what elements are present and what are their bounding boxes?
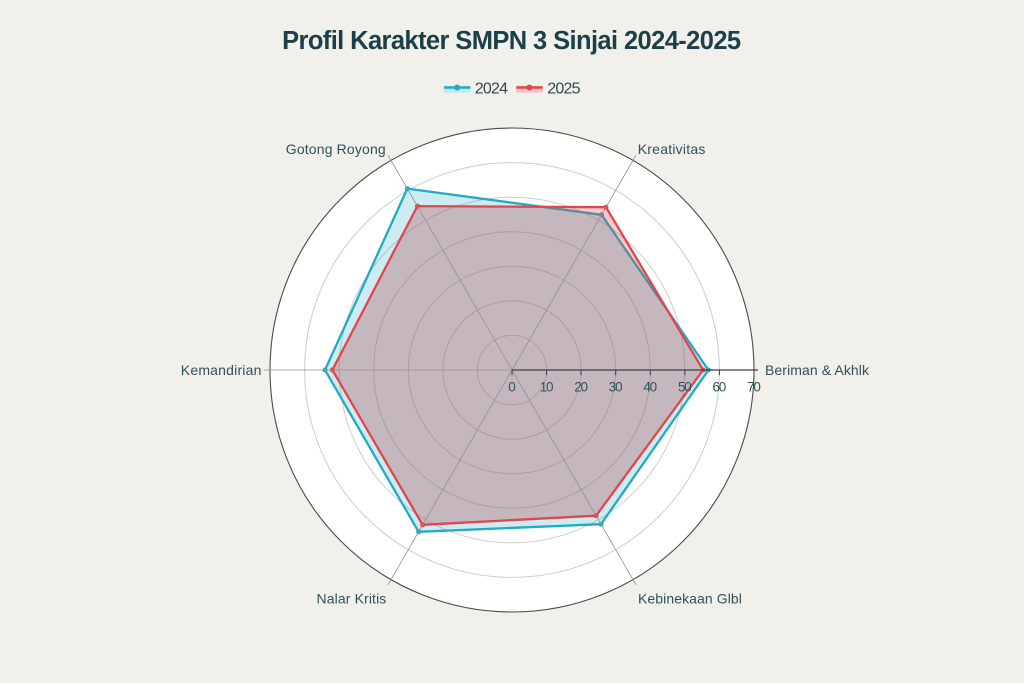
svg-text:20: 20 bbox=[574, 380, 588, 395]
svg-text:Beriman & Akhlk: Beriman & Akhlk bbox=[765, 362, 870, 378]
svg-text:10: 10 bbox=[540, 380, 554, 395]
svg-text:30: 30 bbox=[609, 380, 623, 395]
svg-text:Gotong Royong: Gotong Royong bbox=[286, 141, 386, 157]
svg-text:40: 40 bbox=[643, 380, 657, 395]
svg-text:0: 0 bbox=[508, 380, 516, 395]
svg-text:60: 60 bbox=[713, 380, 727, 395]
svg-text:Profil Karakter SMPN 3 Sinjai: Profil Karakter SMPN 3 Sinjai 2024-2025 bbox=[282, 27, 741, 55]
svg-text:Kebinekaan Glbl: Kebinekaan Glbl bbox=[638, 590, 742, 606]
svg-text:2024: 2024 bbox=[475, 81, 508, 98]
svg-text:Nalar Kritis: Nalar Kritis bbox=[317, 590, 387, 606]
svg-text:2025: 2025 bbox=[547, 81, 580, 98]
svg-text:Kreativitas: Kreativitas bbox=[638, 141, 706, 157]
svg-text:50: 50 bbox=[678, 380, 692, 395]
svg-text:Kemandirian: Kemandirian bbox=[181, 362, 262, 378]
svg-text:70: 70 bbox=[747, 380, 761, 395]
